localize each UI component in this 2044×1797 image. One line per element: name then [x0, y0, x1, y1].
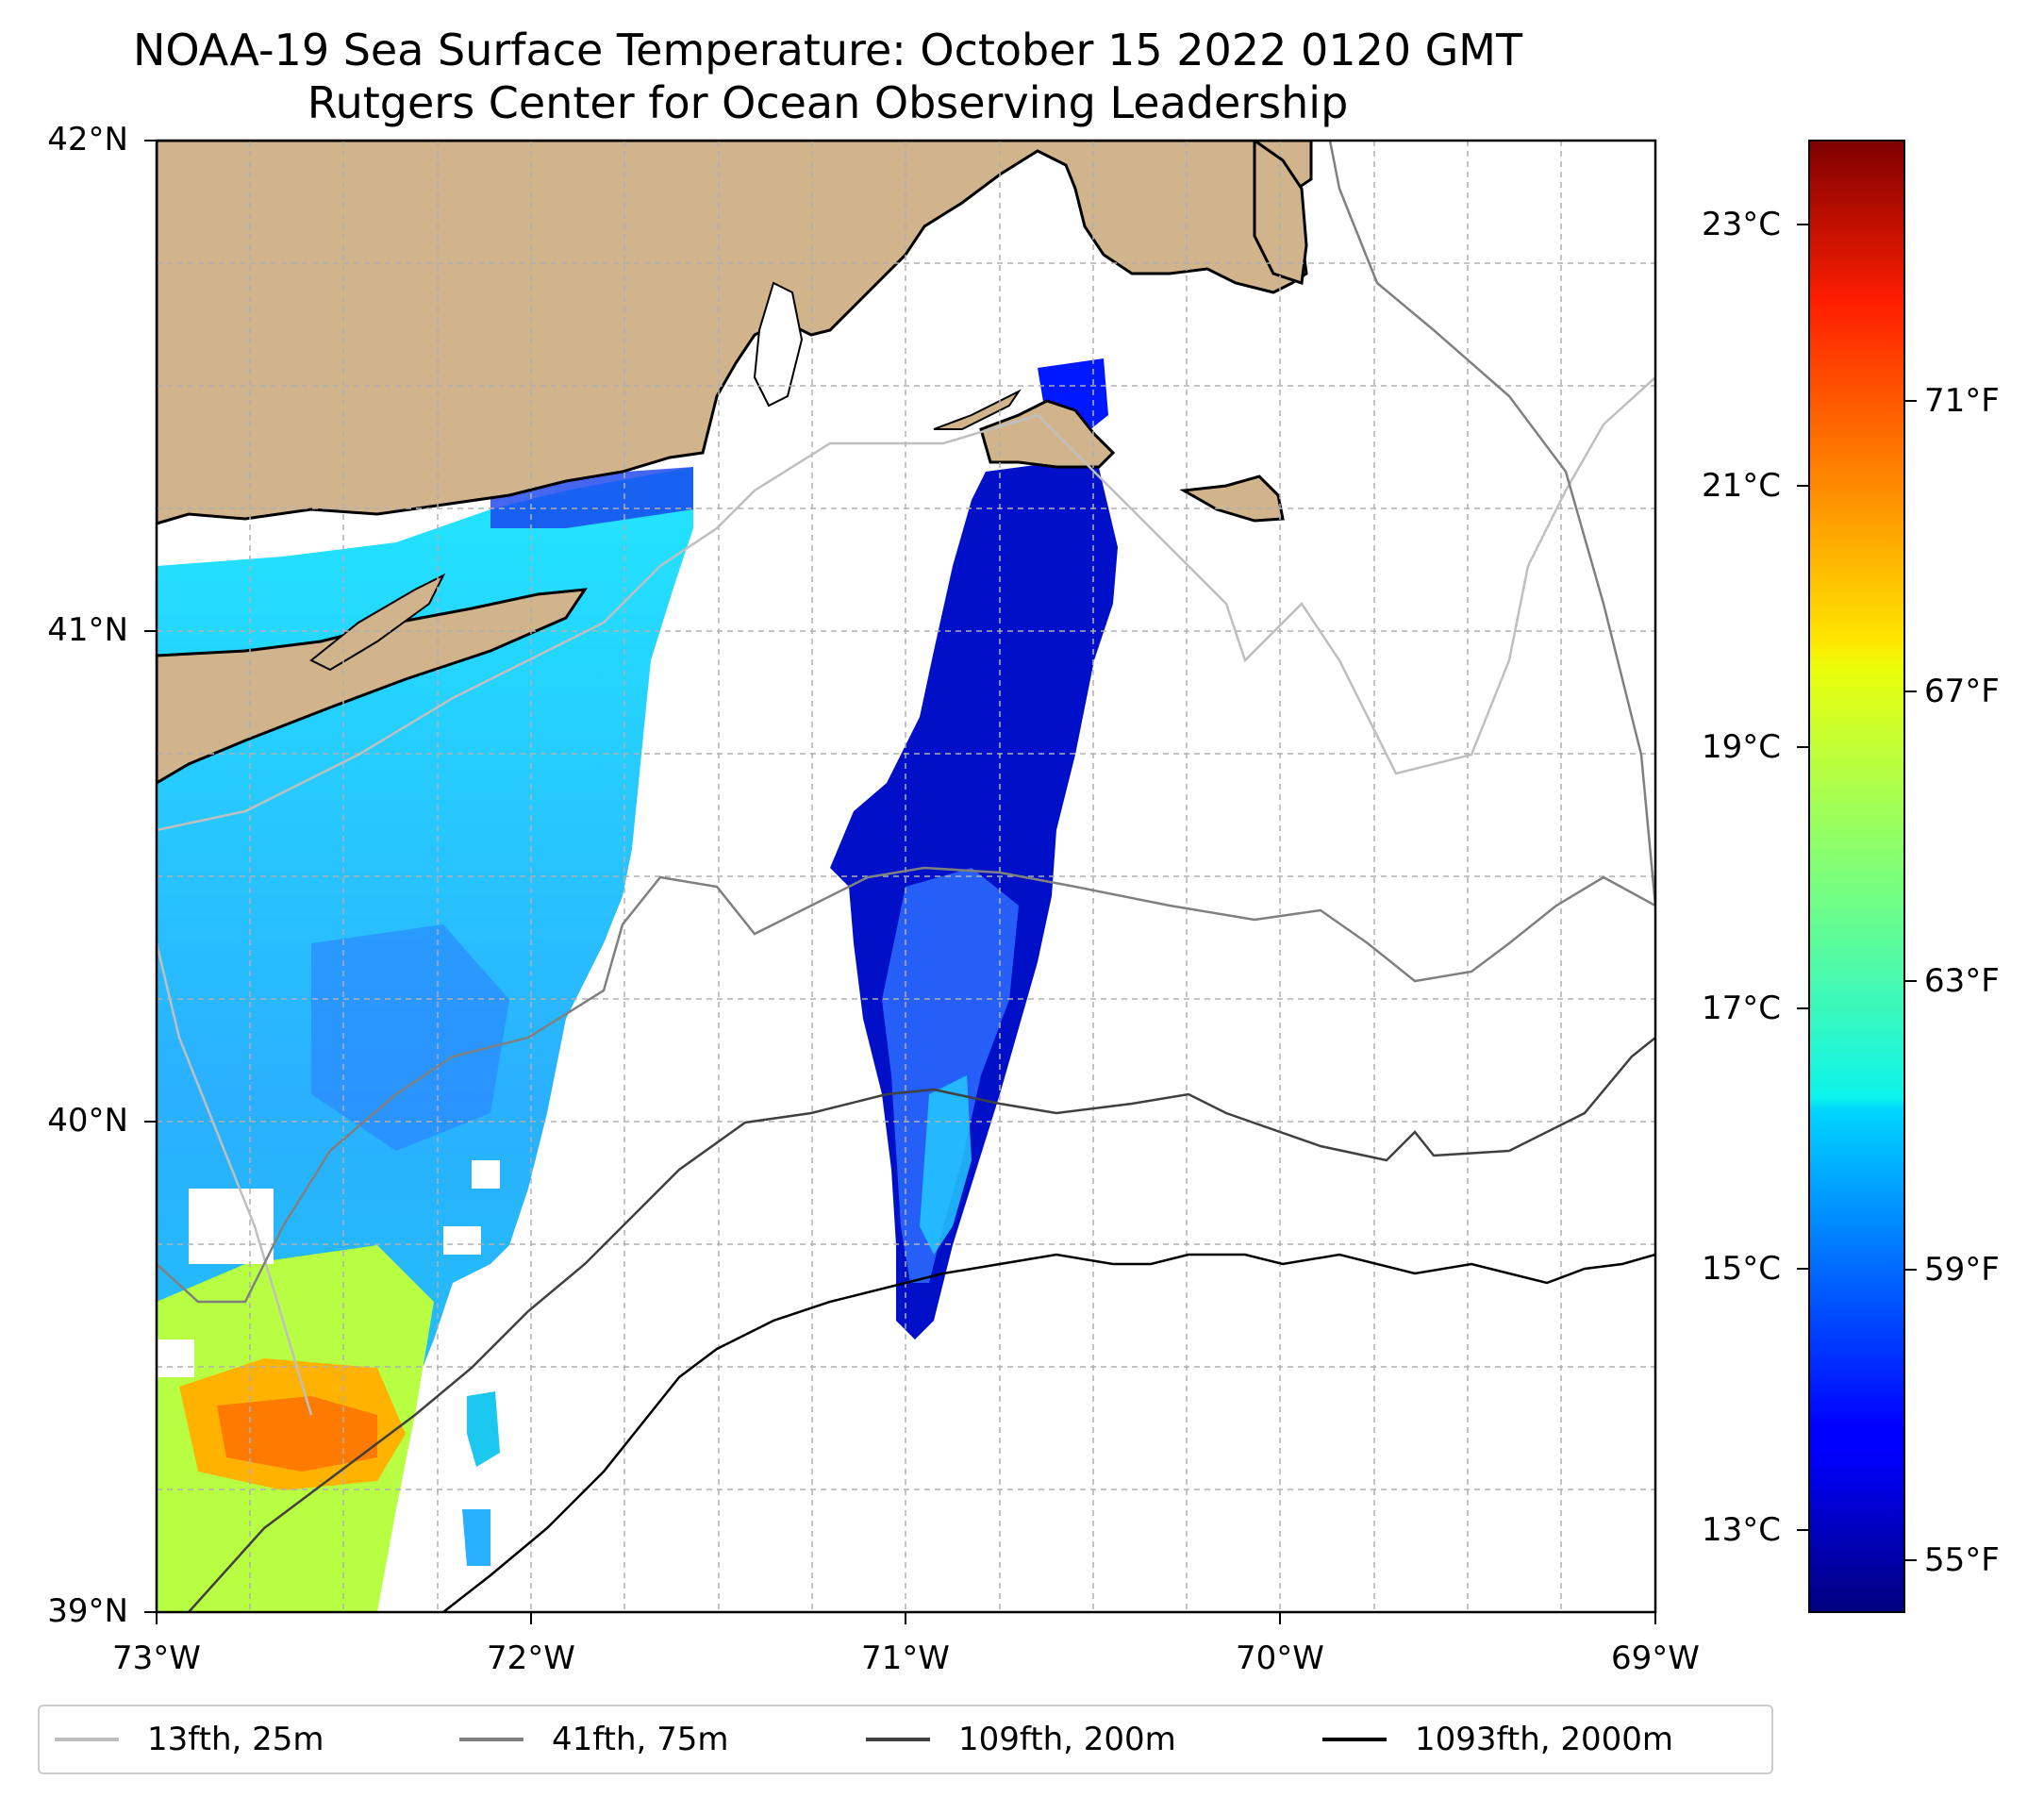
colorbar-fahrenheit-label: 59°F [1924, 1251, 2000, 1289]
cloud-gap-2 [472, 1160, 500, 1189]
lon-tick-label: 71°W [861, 1639, 950, 1677]
legend-label-2000m: 1093fth, 2000m [1415, 1721, 1674, 1758]
colorbar-celsius-label: 15°C [1701, 1250, 1781, 1288]
lat-tick-label: 41°N [47, 611, 128, 649]
contour-legend: 13fth, 25m 41fth, 75m 109fth, 200m 1093f… [38, 1705, 1773, 1774]
colorbar-celsius-label: 19°C [1701, 728, 1781, 766]
sst-east-lighter-band [882, 868, 1019, 1283]
chart-title: NOAA-19 Sea Surface Temperature: October… [132, 25, 1523, 75]
legend-item-2000m: 1093fth, 2000m [1322, 1706, 1673, 1772]
cloud-gap-1 [189, 1189, 274, 1264]
colorbar-fahrenheit-label: 63°F [1924, 962, 2000, 1000]
colorbar-celsius-label: 17°C [1701, 990, 1781, 1027]
lat-tick-label: 42°N [47, 121, 128, 158]
legend-item-75m: 41fth, 75m [459, 1706, 729, 1772]
gridlines [157, 141, 1655, 1612]
lon-tick-label: 70°W [1236, 1639, 1324, 1677]
legend-swatch-200m [866, 1738, 930, 1741]
colorbar-celsius-label: 21°C [1701, 467, 1781, 505]
colorbar [1808, 140, 1905, 1613]
legend-swatch-25m [55, 1738, 119, 1741]
legend-swatch-75m [459, 1738, 523, 1741]
legend-label-25m: 13fth, 25m [147, 1721, 324, 1758]
legend-label-200m: 109fth, 200m [958, 1721, 1176, 1758]
contour-75m [157, 866, 1655, 1304]
colorbar-celsius-label: 23°C [1701, 206, 1781, 243]
legend-swatch-2000m [1322, 1738, 1387, 1741]
cloud-gap-3 [443, 1226, 481, 1255]
land-marthas-vineyard [979, 399, 1116, 469]
sst-west-cool-zone [311, 924, 509, 1151]
land-cape-cod [1253, 141, 1308, 286]
sst-hot-core [217, 1396, 377, 1472]
contour-200m [188, 1037, 1655, 1612]
contour-25m-south [157, 942, 313, 1416]
cloud-gap-4 [157, 1339, 194, 1377]
chart-subtitle: Rutgers Center for Ocean Observing Leade… [307, 77, 1349, 128]
sst-offshore-patch-1 [467, 1391, 500, 1467]
contour-25m [157, 376, 1655, 832]
legend-item-25m: 13fth, 25m [55, 1706, 324, 1772]
narragansett-bay [753, 281, 804, 408]
legend-label-75m: 41fth, 75m [552, 1721, 729, 1758]
lon-tick-label: 69°W [1611, 1639, 1700, 1677]
lon-tick-label: 73°W [112, 1639, 201, 1677]
lat-tick-label: 39°N [47, 1592, 128, 1630]
land-elizabeth-islands [933, 389, 1022, 430]
contour-75m-east [1328, 141, 1655, 907]
lon-tick-label: 72°W [487, 1639, 575, 1677]
colorbar-celsius-label: 13°C [1701, 1511, 1781, 1549]
sst-east-cyan-band [920, 1075, 972, 1255]
contour-2000m [442, 1253, 1655, 1612]
sst-offshore-patch-2 [462, 1509, 490, 1566]
axis-ticks [144, 140, 1656, 1624]
legend-item-200m: 109fth, 200m [866, 1706, 1176, 1772]
land-long-island-north-fork [309, 573, 446, 672]
colorbar-fahrenheit-label: 55°F [1924, 1541, 2000, 1579]
colorbar-ticks [1797, 224, 1917, 1561]
colorbar-fahrenheit-label: 67°F [1924, 673, 2000, 710]
colorbar-fahrenheit-label: 71°F [1924, 382, 2000, 420]
lat-tick-label: 40°N [47, 1102, 128, 1140]
